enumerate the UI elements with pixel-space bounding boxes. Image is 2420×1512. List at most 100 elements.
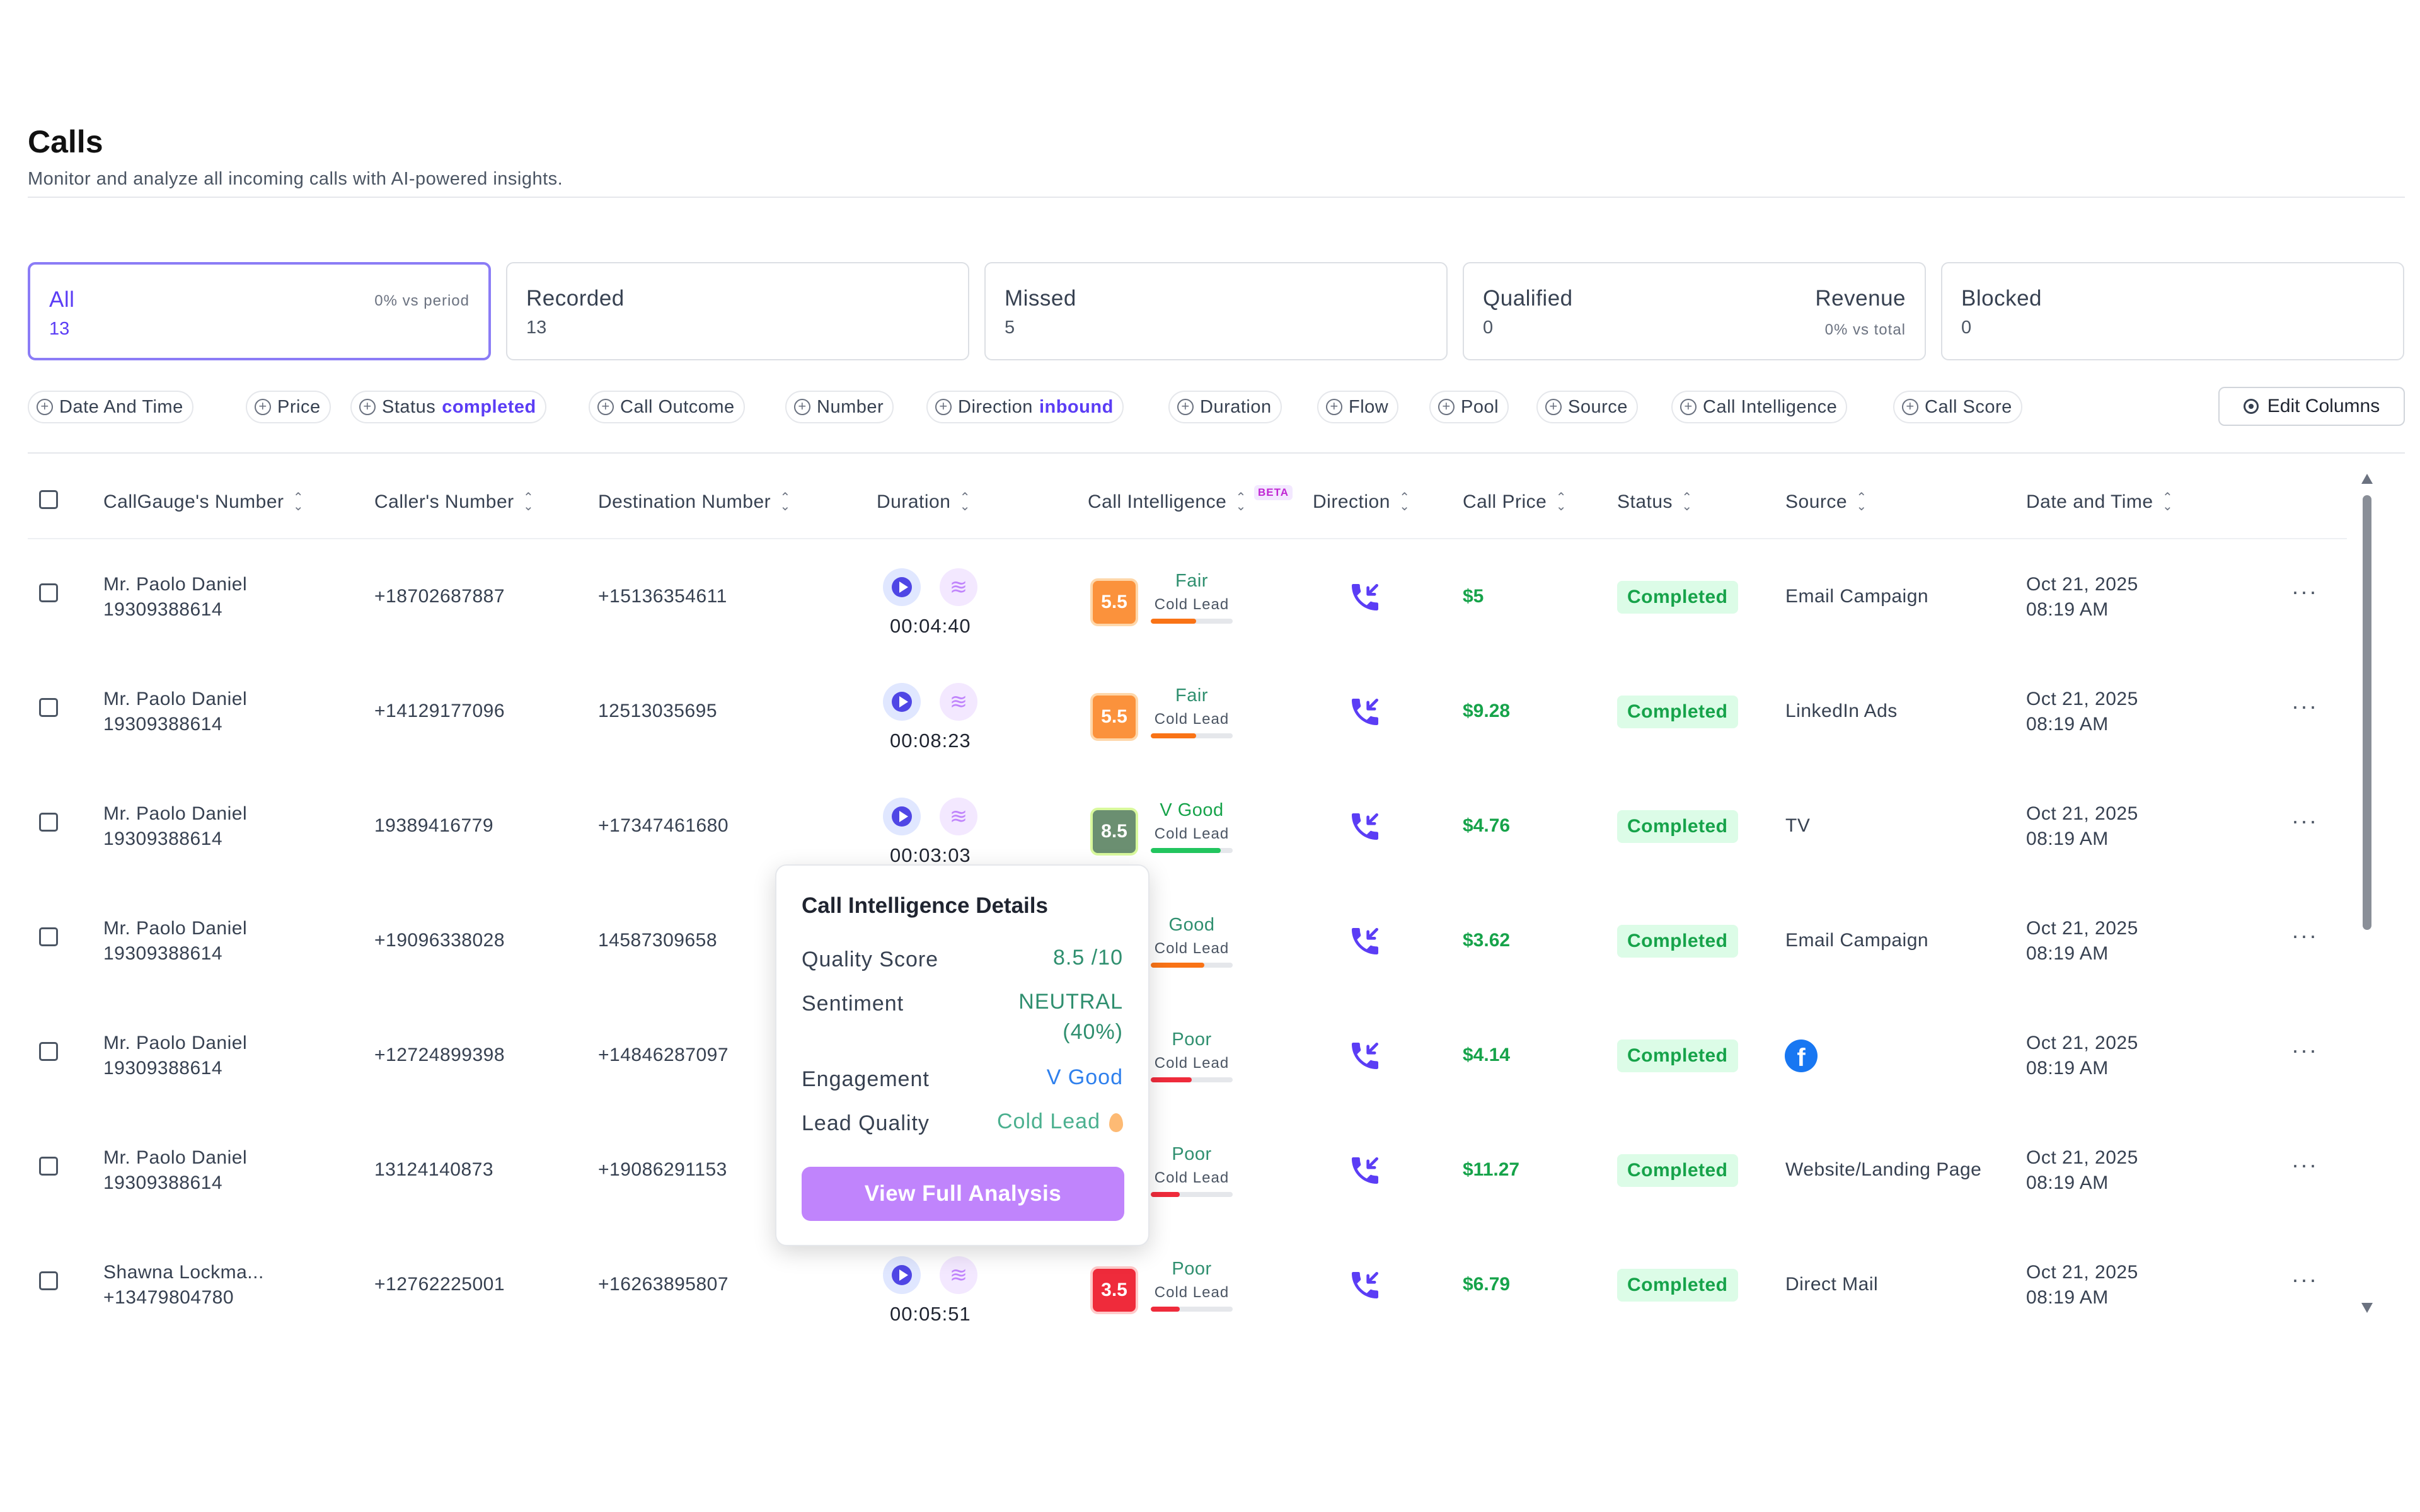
filter-duration[interactable]: + Duration [1168,391,1282,423]
view-full-analysis-button[interactable]: View Full Analysis [802,1167,1124,1221]
score-bar [1151,1307,1233,1312]
callgauge-number-cell: Mr. Paolo Daniel 19309388614 [103,801,247,852]
call-score-badge[interactable]: 5.5 [1090,693,1138,741]
call-duration: 00:04:40 [890,615,971,637]
vertical-scrollbar[interactable] [2360,474,2375,1318]
call-score-badge[interactable]: 5.5 [1090,578,1138,626]
more-options-icon[interactable]: ··· [2291,1266,2318,1292]
stat-card-all[interactable]: All 13 0% vs period [28,262,491,360]
more-options-icon[interactable]: ··· [2291,808,2318,833]
col-direction[interactable]: Direction ⌃ ⌄ [1313,491,1410,513]
row-checkbox[interactable] [39,813,58,832]
edit-columns-button[interactable]: Edit Columns [2218,387,2405,426]
col-duration[interactable]: Duration ⌃ ⌄ [877,491,971,513]
call-score-badge[interactable]: 3.5 [1090,1266,1138,1314]
table-row[interactable]: Mr. Paolo Daniel 19309388614 +19096338028 1… [28,885,2347,999]
waveform-icon[interactable]: ≋ [940,683,977,721]
table-row[interactable]: Shawna Lockma... +13479804780 +12762225001… [28,1228,2347,1343]
call-date: Oct 21, 2025 [2026,574,2138,595]
filter-price[interactable]: + Price [246,391,331,423]
filter-status[interactable]: + Status completed [350,391,546,423]
more-options-icon[interactable]: ··· [2291,1152,2318,1177]
beta-badge: BETA [1254,485,1293,500]
col-status[interactable]: Status ⌃ ⌄ [1617,491,1693,513]
play-icon[interactable] [883,1256,921,1294]
sort-icon: ⌃ ⌄ [1555,491,1567,513]
filter-label: Status [382,396,436,417]
caller-number: 19389416779 [374,815,494,836]
col-call-intelligence[interactable]: Call Intelligence ⌃ ⌄ [1088,491,1247,513]
scroll-down-arrow-icon[interactable] [2361,1303,2373,1313]
column-label: Source [1785,491,1848,512]
play-icon[interactable] [883,683,921,721]
select-all-checkbox[interactable] [39,490,58,509]
stat-card-missed[interactable]: Missed 5 [984,262,1448,360]
table-row[interactable]: Mr. Paolo Daniel 19309388614 19389416779 +1… [28,770,2347,885]
filter-number[interactable]: + Number [785,391,894,423]
status-badge: Completed [1617,1154,1738,1187]
more-options-icon[interactable]: ··· [2291,922,2318,948]
table-row[interactable]: Mr. Paolo Daniel 19309388614 +14129177096 1… [28,655,2347,770]
row-checkbox[interactable] [39,698,58,717]
filter-pool[interactable]: + Pool [1429,391,1509,423]
table-row[interactable]: Mr. Paolo Daniel 19309388614 +18702687887 +… [28,541,2347,655]
stat-card-qualified[interactable]: Qualified 0 Revenue 0% vs total [1463,262,1926,360]
filter-direction[interactable]: + Direction inbound [926,391,1124,423]
sort-icon: ⌃ ⌄ [1235,491,1247,513]
table-row[interactable]: Mr. Paolo Daniel 19309388614 +12724899398 +… [28,999,2347,1114]
col-callgauge-number[interactable]: CallGauge's Number ⌃ ⌄ [103,491,304,513]
status-badge: Completed [1617,810,1738,843]
waveform-icon[interactable]: ≋ [940,568,977,606]
filter-source[interactable]: + Source [1536,391,1638,423]
col-destination-number[interactable]: Destination Number ⌃ ⌄ [598,491,791,513]
more-options-icon[interactable]: ··· [2291,578,2318,604]
inbound-call-icon [1352,928,1378,954]
col-call-price[interactable]: Call Price ⌃ ⌄ [1463,491,1567,513]
date-time-cell: Oct 21, 2025 08:19 AM [2026,916,2138,966]
play-icon[interactable] [883,568,921,606]
call-date: Oct 21, 2025 [2026,689,2138,709]
call-score-badge[interactable]: 8.5 [1090,808,1138,856]
waveform-icon[interactable]: ≋ [940,1256,977,1294]
inbound-call-icon [1352,699,1378,725]
row-checkbox[interactable] [39,1271,58,1290]
date-time-cell: Oct 21, 2025 08:19 AM [2026,1260,2138,1310]
filter-date-and-time[interactable]: + Date And Time [28,391,193,423]
stat-label: Recorded [526,286,625,311]
source: TV [1785,815,1811,836]
score-label: Poor [1172,1029,1212,1050]
more-options-icon[interactable]: ··· [2291,1037,2318,1063]
col-callers-number[interactable]: Caller's Number ⌃ ⌄ [374,491,534,513]
score-bar-fill [1151,963,1204,968]
facebook-icon: f [1785,1040,1818,1072]
column-label: Call Intelligence [1088,491,1227,512]
waveform-icon[interactable]: ≋ [940,798,977,835]
column-label: Status [1617,491,1673,512]
stat-label: Missed [1005,286,1076,311]
status-badge: Completed [1617,696,1738,728]
stat-card-blocked[interactable]: Blocked 0 [1941,262,2404,360]
row-checkbox[interactable] [39,1157,58,1176]
stat-label: Blocked [1961,286,2043,311]
more-options-icon[interactable]: ··· [2291,693,2318,719]
row-checkbox[interactable] [39,1042,58,1061]
gear-icon [2243,399,2259,414]
scrollbar-thumb[interactable] [2363,495,2371,930]
filter-call-outcome[interactable]: + Call Outcome [589,391,745,423]
callgauge-number-cell: Mr. Paolo Daniel 19309388614 [103,687,247,737]
col-source[interactable]: Source ⌃ ⌄ [1785,491,1867,513]
filter-flow[interactable]: + Flow [1317,391,1399,423]
scroll-up-arrow-icon[interactable] [2361,474,2373,484]
filter-label: Call Intelligence [1703,396,1838,417]
row-checkbox[interactable] [39,583,58,602]
filter-call-intelligence[interactable]: + Call Intelligence [1671,391,1848,423]
row-checkbox[interactable] [39,927,58,946]
table-row[interactable]: Mr. Paolo Daniel 19309388614 13124140873 +1… [28,1114,2347,1228]
sort-icon: ⌃ ⌄ [1399,491,1410,513]
callgauge-number-cell: Mr. Paolo Daniel 19309388614 [103,916,247,966]
filter-call-score[interactable]: + Call Score [1893,391,2022,423]
stat-card-recorded[interactable]: Recorded 13 [506,262,969,360]
caller-number: +14129177096 [374,701,505,721]
play-icon[interactable] [883,798,921,835]
col-date-and-time[interactable]: Date and Time ⌃ ⌄ [2026,491,2174,513]
